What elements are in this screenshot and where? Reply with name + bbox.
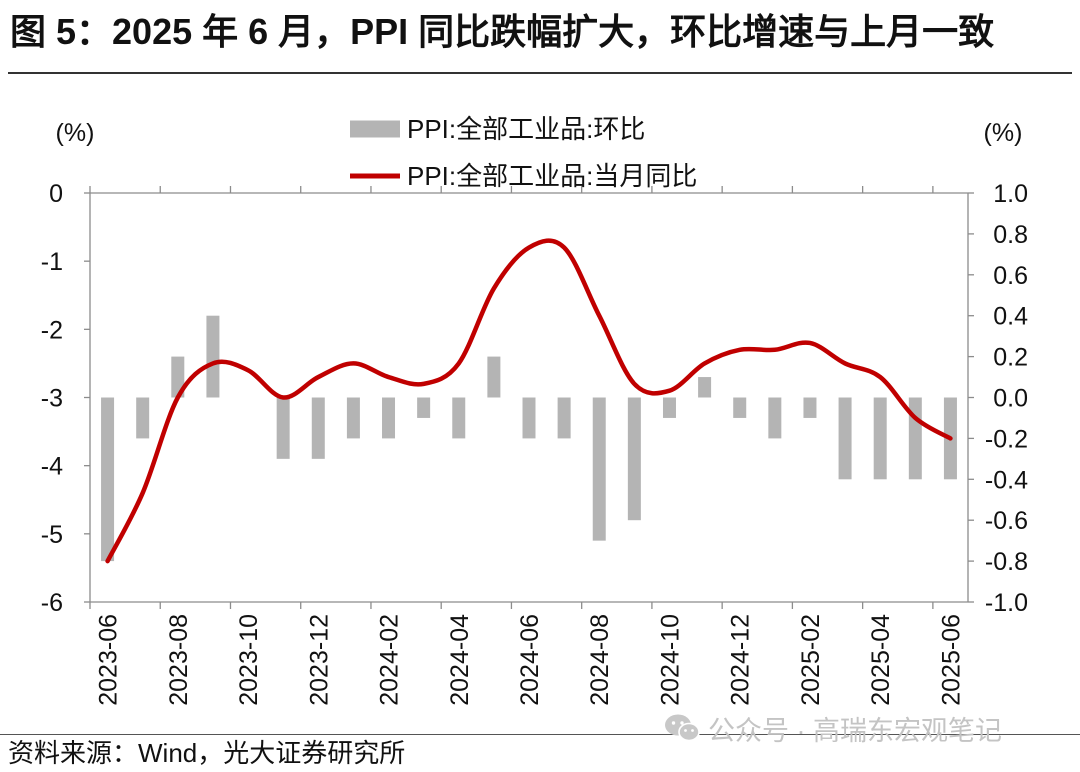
mom-bar-12: [487, 356, 501, 398]
x-tick-label: 2024-04: [446, 614, 474, 706]
mom-bar-2: [136, 397, 150, 439]
mom-bar-10: [417, 397, 431, 418]
left-axis-unit: (%): [56, 119, 95, 147]
mom-bar-19: [733, 397, 747, 418]
x-tick-label: 2024-10: [656, 614, 684, 706]
right-tick-label: 0.0: [993, 385, 1028, 413]
watermark: 公众号 · 高瑞东宏观笔记: [664, 710, 1002, 746]
left-tick-label: -4: [41, 453, 63, 481]
mom-bar-14: [557, 397, 571, 439]
x-tick-label: 2024-06: [516, 614, 544, 706]
x-tick-label: 2023-06: [95, 614, 123, 706]
mom-bar-1: [101, 397, 115, 562]
legend-swatch-bar: [350, 120, 400, 138]
left-tick-label: -2: [41, 316, 63, 344]
left-tick-label: -5: [41, 521, 63, 549]
x-tick-label: 2025-04: [867, 614, 895, 706]
source-divider: [0, 734, 1080, 735]
right-tick-label: -0.6: [985, 507, 1028, 535]
x-tick-label: 2025-06: [937, 614, 965, 706]
axis-labels: 0 -1 -2 -3 -4 -5 -6 1.0 0.8 0.6 0.4 0.2 0.0 -0.2 -0.4 -…: [41, 119, 1028, 706]
mom-bar-13: [522, 397, 536, 439]
right-tick-label: -0.4: [985, 466, 1028, 494]
mom-bar-24: [908, 397, 922, 480]
right-axis-unit: (%): [984, 119, 1023, 147]
source-note: 资料来源：Wind，光大证券研究所: [8, 738, 406, 768]
right-tick-label: -0.8: [985, 548, 1028, 576]
yoy-line: [105, 238, 953, 564]
right-tick-label: 0.4: [993, 303, 1028, 331]
x-tick-label: 2025-02: [797, 614, 825, 706]
legend-label: PPI:全部工业品:环比: [407, 114, 645, 144]
right-tick-label: 0.6: [993, 262, 1028, 290]
right-tick-label: -0.2: [985, 425, 1028, 453]
right-tick-label: 0.2: [993, 344, 1028, 372]
left-tick-label: -3: [41, 385, 63, 413]
x-tick-label: 2024-08: [586, 614, 614, 706]
mom-bar-23: [873, 397, 887, 480]
mom-bar-7: [311, 397, 325, 459]
mom-bar-18: [698, 377, 712, 398]
legend: PPI:全部工业品:环比 PPI:全部工业品:当月同比: [350, 114, 697, 191]
page-title: 图 5：2025 年 6 月，PPI 同比跌幅扩大，环比增速与上月一致: [10, 11, 995, 52]
right-tick-label: 1.0: [993, 180, 1028, 208]
mom-bar-15: [592, 397, 606, 541]
wechat-icon: [664, 713, 700, 743]
legend-label: PPI:全部工业品:当月同比: [407, 161, 697, 191]
mom-bar-9: [382, 397, 396, 439]
x-tick-label: 2023-12: [305, 614, 333, 706]
watermark-text: 公众号 · 高瑞东宏观笔记: [708, 715, 1002, 746]
mom-bar-20: [768, 397, 782, 439]
left-tick-label: -6: [41, 589, 63, 617]
mom-bar-21: [803, 397, 817, 418]
x-tick-label: 2024-02: [376, 614, 404, 706]
left-tick-label: 0: [49, 180, 63, 208]
left-tick-label: -1: [41, 248, 63, 276]
mom-bar-16: [627, 397, 641, 521]
x-tick-label: 2023-08: [165, 614, 193, 706]
mom-bar-4: [206, 315, 220, 398]
x-tick-label: 2024-12: [727, 614, 755, 706]
x-tick-label: 2023-10: [235, 614, 263, 706]
mom-bar-6: [276, 397, 290, 459]
mom-bar-22: [838, 397, 852, 480]
yoy-line-series: [105, 238, 953, 564]
right-tick-label: -1.0: [985, 589, 1028, 617]
mom-bar-8: [346, 397, 360, 439]
title-divider: [8, 72, 1072, 74]
mom-bar-11: [452, 397, 466, 439]
right-tick-label: 0.8: [993, 221, 1028, 249]
axes: [84, 186, 974, 609]
mom-bar-3: [171, 356, 185, 398]
mom-bar-17: [662, 397, 676, 418]
